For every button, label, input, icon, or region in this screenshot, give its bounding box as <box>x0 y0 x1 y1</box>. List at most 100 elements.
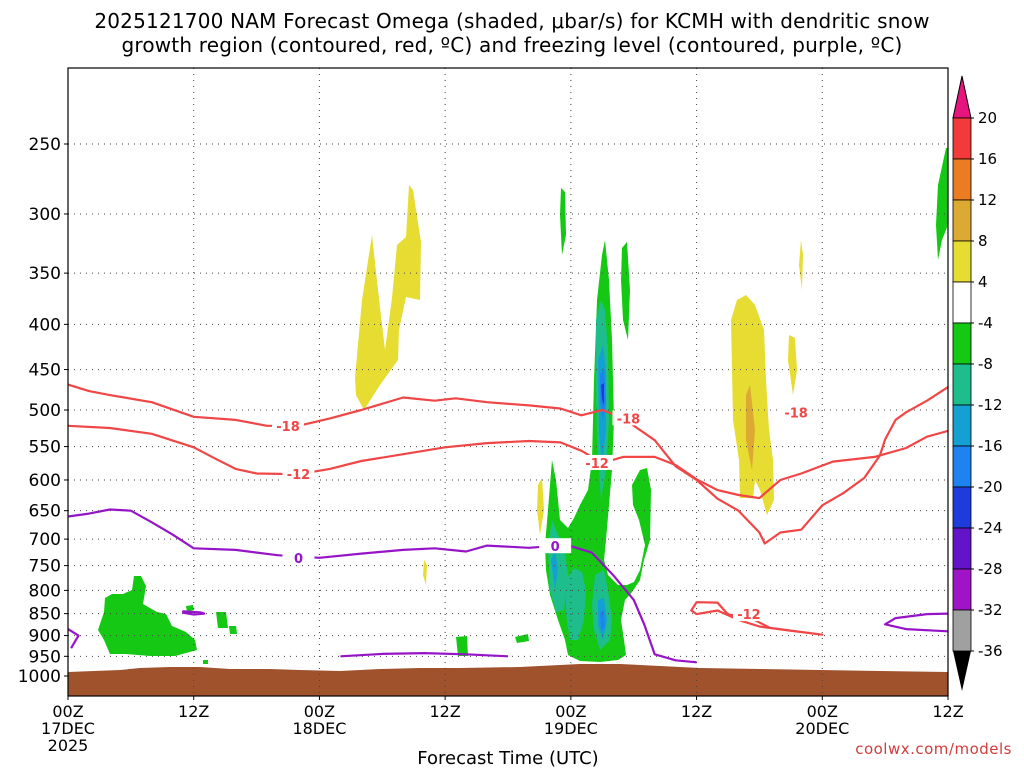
colorbar-label: 16 <box>978 150 997 168</box>
y-tick-label: 700 <box>29 530 61 550</box>
colorbar-label: -16 <box>978 437 1003 455</box>
x-tick-label: 20DEC <box>795 719 849 738</box>
colorbar-bin <box>952 199 972 242</box>
y-tick-label: 450 <box>29 361 61 381</box>
x-tick-label: 12Z <box>429 702 460 721</box>
y-tick-label: 900 <box>29 627 61 647</box>
colorbar-label: -20 <box>978 478 1003 496</box>
colorbar: 20 16 12 8 4 -4 -8 -12 -16 -20 -24 -28 -32 -36 <box>952 75 1003 691</box>
y-tick-label: 850 <box>29 605 61 625</box>
omega-negative-area <box>936 148 948 260</box>
freezing-level-contour <box>68 508 697 664</box>
colorbar-label: -12 <box>978 396 1003 414</box>
colorbar-top-arrow <box>952 75 972 119</box>
colorbar-bottom-arrow <box>953 651 971 691</box>
omega-negative-area <box>186 605 194 612</box>
omega-negative-area <box>566 568 586 640</box>
colorbar-bin <box>952 240 972 283</box>
x-tick-label: 00Z <box>52 702 83 721</box>
colorbar-label: -36 <box>978 642 1003 660</box>
colorbar-bin <box>952 486 972 529</box>
x-tick-label: 12Z <box>932 702 963 721</box>
freezing-level-contour <box>182 610 206 616</box>
colorbar-bin <box>952 445 972 488</box>
y-tick-label: 550 <box>29 438 61 458</box>
omega-negative-area <box>515 634 529 643</box>
y-tick-label: 250 <box>29 135 61 155</box>
dendritic-contour-minus12-low <box>690 601 824 636</box>
x-tick-label: 18DEC <box>292 719 346 738</box>
x-tick-label: 00Z <box>304 702 335 721</box>
colorbar-label: 20 <box>978 109 997 127</box>
omega-negative-area <box>216 612 228 628</box>
contour-lines: -18 -18 -18 -12 -12 -12 0 0 <box>68 383 948 664</box>
pressure-gridlines <box>68 68 948 696</box>
attribution-text: coolwx.com/models <box>855 740 1012 758</box>
colorbar-bin <box>952 568 972 611</box>
omega-positive-area <box>799 240 803 290</box>
x-tick-label: 17DEC <box>41 719 95 738</box>
contour-label: -18 <box>276 420 300 435</box>
contour-label-bg <box>282 549 315 565</box>
x-tick-label: 12Z <box>178 702 209 721</box>
omega-negative-area <box>203 660 208 664</box>
freezing-level-contour <box>340 652 509 658</box>
colorbar-bin <box>952 281 972 324</box>
colorbar-label: 12 <box>978 191 997 209</box>
x-tick-label: 00Z <box>807 702 838 721</box>
omega-positive-area <box>731 295 774 515</box>
contour-label: 0 <box>551 540 560 555</box>
omega-positive-area <box>537 478 544 535</box>
omega-positive-area <box>355 185 421 410</box>
freezing-level-contour <box>884 612 948 633</box>
colorbar-label: -24 <box>978 519 1003 537</box>
y-tick-label: 950 <box>29 647 61 667</box>
contour-label: -12 <box>737 608 761 623</box>
colorbar-bin <box>952 322 972 365</box>
colorbar-bin <box>952 609 972 652</box>
colorbar-label: -4 <box>978 314 993 332</box>
x-tick-label: 2025 <box>48 736 89 755</box>
y-tick-label: 1000 <box>18 667 61 687</box>
omega-positive-area <box>788 335 797 395</box>
y-tick-label: 400 <box>29 315 61 335</box>
colorbar-label: -32 <box>978 601 1003 619</box>
y-tick-label: 650 <box>29 502 61 522</box>
contour-label: 0 <box>294 552 303 567</box>
colorbar-label: -28 <box>978 560 1003 578</box>
y-tick-label: 350 <box>29 264 61 284</box>
contour-label-bg <box>732 606 765 622</box>
x-tick-label: 00Z <box>555 702 586 721</box>
freezing-level-contour <box>68 628 80 649</box>
omega-negative-area <box>229 626 237 634</box>
contour-label: -12 <box>287 468 311 483</box>
contour-label-bg <box>282 466 315 482</box>
contour-label-bg <box>272 417 304 433</box>
colorbar-bin <box>952 117 972 160</box>
omega-positive-area <box>746 385 755 470</box>
y-tick-label: 600 <box>29 471 61 491</box>
plot-frame <box>67 67 949 697</box>
chart-title-line-1: 2025121700 NAM Forecast Omega (shaded, μ… <box>94 9 930 33</box>
x-axis-label: Forecast Time (UTC) <box>417 748 598 768</box>
y-tick-label: 750 <box>29 557 61 577</box>
contour-label-bg <box>780 404 813 420</box>
omega-negative-area <box>600 610 605 630</box>
contour-label: -18 <box>617 412 641 427</box>
contour-label-bg <box>612 410 645 426</box>
colorbar-bin <box>952 363 972 406</box>
omega-negative-area <box>621 242 630 340</box>
dendritic-contour-minus12 <box>68 424 948 500</box>
chart-title-line-2: growth region (contoured, red, ºC) and f… <box>121 33 903 57</box>
dendritic-contour-minus18 <box>68 383 948 545</box>
colorbar-label: -8 <box>978 355 993 373</box>
colorbar-bin <box>952 158 972 201</box>
omega-negative-area <box>98 576 197 656</box>
contour-label: -12 <box>585 457 609 472</box>
x-tick-label: 19DEC <box>544 719 598 738</box>
ground-band <box>68 664 948 696</box>
omega-negative-area <box>456 636 468 656</box>
contour-label: -18 <box>784 406 808 421</box>
